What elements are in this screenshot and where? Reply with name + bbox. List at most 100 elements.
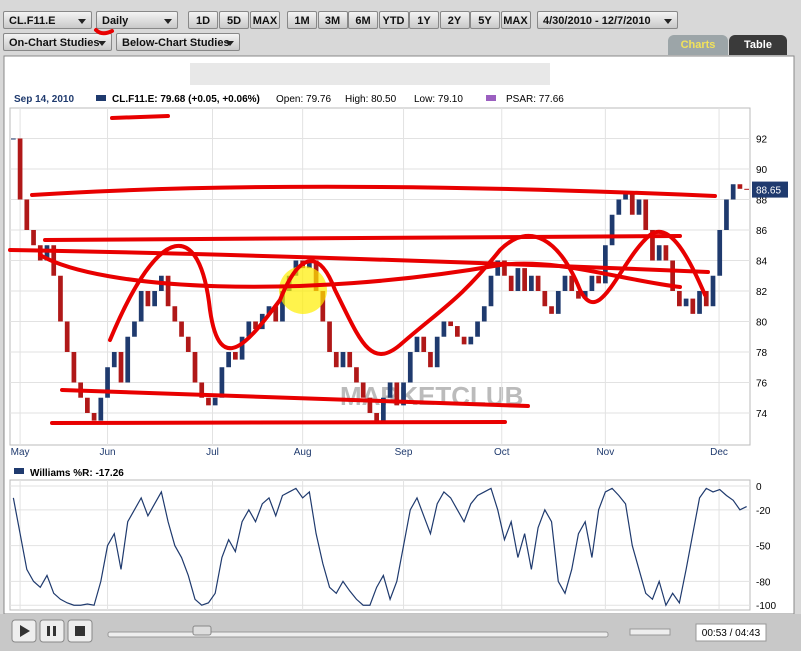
candle <box>85 397 90 413</box>
dropdown[interactable]: 4/30/2010 - 12/7/2010 <box>537 11 678 29</box>
candle <box>535 275 541 291</box>
y-tick-label: 88 <box>756 195 768 206</box>
candle <box>495 260 501 276</box>
legend-swatch <box>96 95 106 101</box>
pause-button[interactable] <box>39 619 65 643</box>
y-tick-label: 86 <box>756 226 768 237</box>
range-button[interactable]: 6M <box>348 11 378 29</box>
annotations <box>8 28 717 425</box>
candle <box>179 321 184 337</box>
candle <box>172 306 178 322</box>
tab[interactable]: Charts <box>668 35 728 55</box>
candle <box>623 191 628 200</box>
candle <box>576 290 581 299</box>
candle <box>589 275 595 291</box>
tab[interactable]: Table <box>729 35 787 55</box>
y-tick-label: -80 <box>756 577 771 588</box>
range-button[interactable]: 1D <box>188 11 218 29</box>
candle <box>11 138 16 140</box>
dropdown[interactable]: Below-Chart Studies <box>116 33 240 51</box>
candle <box>360 382 366 398</box>
candle <box>609 214 615 246</box>
info-low: Low: 79.10 <box>414 94 463 105</box>
info-quote: CL.F11.E: 79.68 (+0.05, +0.06%) <box>112 94 260 105</box>
seek-bar[interactable] <box>107 631 609 638</box>
candle <box>37 245 43 261</box>
y-tick-label: -100 <box>756 601 776 612</box>
dropdown[interactable]: Daily <box>96 11 178 29</box>
candle <box>569 275 575 291</box>
candle <box>643 199 649 230</box>
candle <box>31 229 36 246</box>
range-button[interactable]: MAX <box>250 11 280 29</box>
candle <box>118 351 124 383</box>
candle <box>347 351 353 368</box>
candle <box>582 290 588 299</box>
candle <box>441 321 447 337</box>
candle <box>132 321 137 337</box>
y-tick-label: 74 <box>756 409 768 420</box>
range-button[interactable]: 5Y <box>470 11 500 29</box>
candle <box>44 245 50 261</box>
candle <box>367 397 373 413</box>
candle <box>428 351 433 368</box>
y-tick-label: 82 <box>756 287 768 298</box>
candle <box>280 290 285 322</box>
range-button[interactable]: 3M <box>317 11 348 29</box>
candle <box>64 321 70 352</box>
candle <box>340 351 346 368</box>
range-button[interactable]: YTD <box>378 11 409 29</box>
candle <box>448 321 453 327</box>
dropdown[interactable]: On-Chart Studies <box>3 33 112 51</box>
candle <box>650 229 655 261</box>
candle <box>253 321 258 330</box>
candle <box>502 260 507 276</box>
candle <box>307 260 312 269</box>
last-price-label: 88.65 <box>756 186 781 197</box>
candle <box>165 275 171 307</box>
candle <box>199 382 205 398</box>
candle <box>744 188 749 190</box>
candle <box>152 290 157 307</box>
candle <box>461 336 467 345</box>
candle <box>239 336 245 360</box>
candle <box>145 290 151 307</box>
williams-line <box>12 487 747 607</box>
range-button[interactable]: 1Y <box>409 11 439 29</box>
candle <box>737 184 743 189</box>
x-tick-label: Jun <box>99 447 115 458</box>
candle <box>730 184 736 200</box>
candle <box>724 199 729 230</box>
candle <box>468 336 474 345</box>
y-tick-label: -50 <box>756 542 771 553</box>
candle <box>677 290 682 307</box>
x-tick-label: May <box>11 447 30 458</box>
info-date: Sep 14, 2010 <box>14 94 74 105</box>
candle <box>206 397 211 406</box>
candle <box>522 268 527 291</box>
candle <box>717 229 723 276</box>
player-time: 00:53 / 04:43 <box>702 628 761 639</box>
candle <box>596 275 601 284</box>
y-tick-label: 76 <box>756 378 768 389</box>
volume[interactable] <box>629 628 671 636</box>
range-button[interactable]: MAX <box>500 11 531 29</box>
y-tick-label: 78 <box>756 348 768 359</box>
candle <box>475 321 480 337</box>
x-tick-label: Nov <box>596 447 614 458</box>
candle <box>636 199 642 215</box>
candle <box>542 290 548 307</box>
info-high: High: 80.50 <box>345 94 397 105</box>
range-button[interactable]: 5D <box>219 11 249 29</box>
y-tick-label: 80 <box>756 317 768 328</box>
range-button[interactable]: 1M <box>287 11 317 29</box>
candle <box>125 336 131 383</box>
legend-swatch <box>14 468 24 474</box>
range-button[interactable]: 2Y <box>439 11 470 29</box>
candle <box>421 336 427 352</box>
candle <box>407 351 413 383</box>
x-tick-label: Aug <box>294 447 312 458</box>
candle <box>455 326 460 337</box>
candle <box>603 245 608 284</box>
dropdown[interactable]: CL.F11.E <box>3 11 92 29</box>
